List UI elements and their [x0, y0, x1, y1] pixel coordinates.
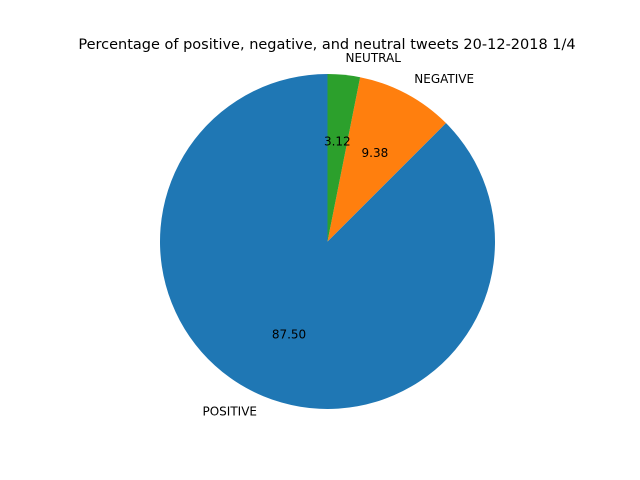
pie-slice-neutral [327, 74, 361, 242]
chart-title: Percentage of positive, negative, and ne… [78, 37, 575, 53]
pie-slice-positive [159, 74, 495, 409]
pct-label-positive: 87.50 [272, 327, 306, 341]
slice-labels: POSITIVE NEGATIVE NEUTRAL [203, 51, 475, 419]
pct-label-negative: 9.38 [362, 146, 389, 160]
slice-label-neutral: NEUTRAL [346, 51, 402, 65]
pie-slices [159, 74, 495, 409]
percentage-labels: 87.50 9.38 3.12 [272, 135, 388, 342]
pie-slice-negative [327, 77, 446, 242]
pct-label-neutral: 3.12 [324, 135, 351, 149]
slice-label-negative: NEGATIVE [414, 72, 474, 86]
slice-label-positive: POSITIVE [203, 405, 258, 419]
